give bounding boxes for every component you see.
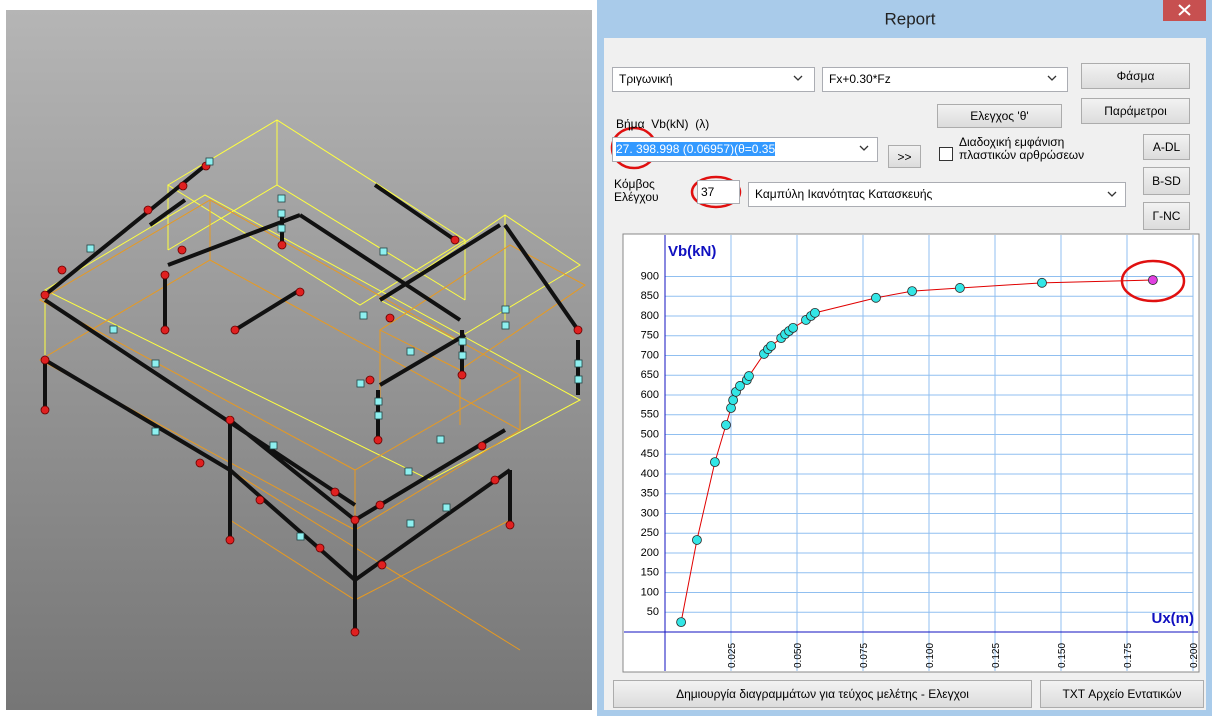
label-line: πλαστικών αρθρώσεων — [959, 149, 1084, 162]
y-tick-label: 450 — [641, 448, 659, 460]
create-diagrams-button[interactable]: Δημιουργία διαγραμμάτων για τεύχος μελέτ… — [613, 680, 1032, 708]
next-button[interactable]: >> — [888, 145, 921, 168]
y-tick-label: 800 — [641, 310, 659, 322]
b-sd-button[interactable]: B-SD — [1143, 167, 1190, 195]
curve-type-dropdown[interactable]: Καμπύλη Ικανότητας Κατασκευής — [748, 182, 1126, 207]
y-tick-label: 550 — [641, 409, 659, 421]
curve-point — [710, 458, 719, 467]
y-tick-label: 900 — [641, 270, 659, 282]
x-axis-title: Ux(m) — [1151, 610, 1194, 627]
a-dl-button[interactable]: A-DL — [1143, 134, 1190, 160]
control-node-input[interactable]: 37 — [697, 180, 740, 204]
y-tick-label: 650 — [641, 369, 659, 381]
label-line: Ελέγχου — [614, 191, 659, 204]
x-tick-label: 0.125 — [991, 643, 1002, 668]
y-tick-label: 400 — [641, 468, 659, 480]
curve-point — [955, 283, 964, 292]
dropdown-text: Fx+0.30*Fz — [829, 72, 891, 86]
dropdown-text: Τριγωνική — [619, 72, 673, 86]
dropdown-text: Καμπύλη Ικανότητας Κατασκευής — [755, 187, 932, 201]
curve-point — [721, 421, 730, 430]
y-tick-label: 750 — [641, 330, 659, 342]
parameters-button[interactable]: Παράμετροι — [1081, 98, 1190, 124]
y-axis-title: Vb(kN) — [668, 243, 716, 260]
curve-point — [908, 287, 917, 296]
y-tick-label: 700 — [641, 349, 659, 361]
spectrum-button[interactable]: Φάσμα — [1081, 63, 1190, 89]
x-tick-label: 0.150 — [1057, 643, 1068, 668]
step-combo[interactable]: 27. 398.998 (0.06957)(θ=0.35 — [612, 137, 878, 162]
curve-point — [692, 535, 701, 544]
y-tick-label: 50 — [647, 606, 659, 618]
load-pattern-dropdown[interactable]: Τριγωνική — [612, 67, 815, 92]
y-tick-label: 200 — [641, 547, 659, 559]
theta-check-button[interactable]: Ελεγχος 'θ' — [937, 104, 1062, 128]
curve-point — [767, 342, 776, 351]
y-tick-label: 850 — [641, 290, 659, 302]
x-tick-label: 0.175 — [1123, 643, 1134, 668]
y-tick-label: 600 — [641, 389, 659, 401]
step-value: 27. 398.998 (0.06957)(θ=0.35 — [616, 142, 775, 156]
y-tick-label: 350 — [641, 488, 659, 500]
step-label: Βήμα Vb(kN) (λ) — [616, 117, 709, 131]
y-tick-label: 500 — [641, 428, 659, 440]
y-tick-label: 300 — [641, 507, 659, 519]
curve-point — [810, 308, 819, 317]
x-tick-label: 0.100 — [925, 643, 936, 668]
curve-point — [677, 618, 686, 627]
g-nc-button[interactable]: Γ-NC — [1143, 202, 1190, 230]
y-tick-label: 150 — [641, 567, 659, 579]
curve-point — [871, 293, 880, 302]
curve-point — [1037, 278, 1046, 287]
input-text: 37 — [701, 185, 714, 199]
model-viewport — [6, 10, 592, 710]
curve-point — [789, 323, 798, 332]
page: Report 50 100 150 200 250 300 350 400 450 500 550 6… — [0, 0, 1212, 716]
x-tick-label: 0.050 — [793, 643, 804, 668]
load-combination-dropdown[interactable]: Fx+0.30*Fz — [822, 67, 1068, 92]
x-tick-label: 0.075 — [859, 643, 870, 668]
x-tick-label: 0.025 — [727, 643, 738, 668]
chart-panel — [623, 234, 1199, 672]
y-tick-label: 250 — [641, 527, 659, 539]
x-tick-label: 0.200 — [1189, 643, 1200, 668]
curve-point — [744, 372, 753, 381]
curve-point — [729, 396, 738, 405]
window-title: Report — [884, 9, 935, 28]
curve-point — [1148, 276, 1157, 285]
checkbox[interactable] — [939, 147, 953, 161]
y-tick-label: 100 — [641, 586, 659, 598]
txt-export-button[interactable]: TXT Αρχείο Εντατικών — [1040, 680, 1204, 708]
